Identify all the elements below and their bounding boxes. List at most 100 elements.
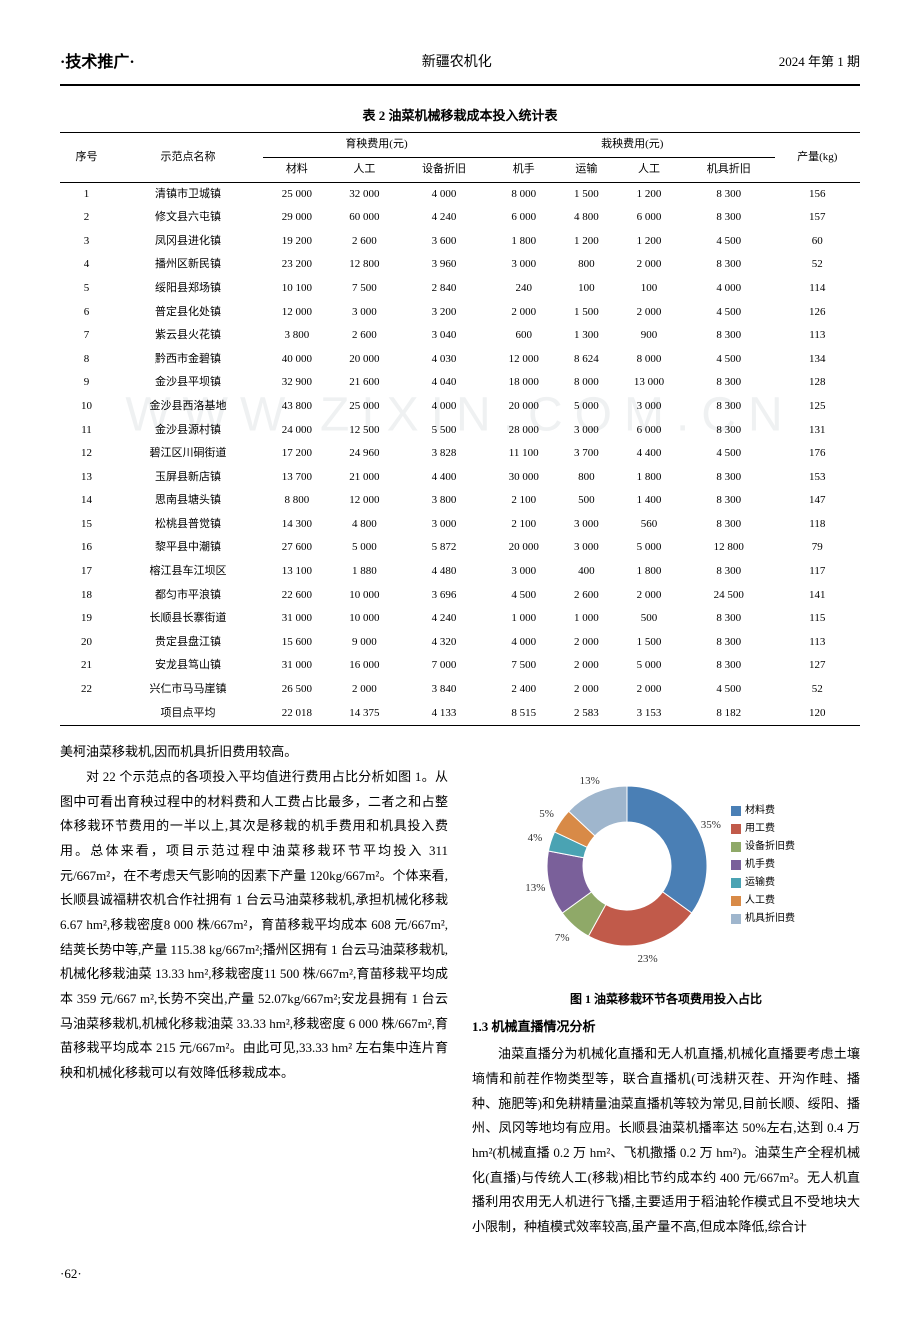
table-cell: 8 515 [490,702,558,726]
section-tag: ·技术推广· [60,50,135,76]
table-row: 18都匀市平浪镇22 60010 0003 6964 5002 6002 000… [60,584,860,608]
table-cell: 5 500 [398,419,490,443]
legend-label: 材料费 [745,803,775,819]
table-cell: 7 500 [490,654,558,678]
legend-item: 用工费 [731,821,795,837]
table-cell: 4 000 [398,395,490,419]
table-cell: 4 [60,253,113,277]
table-cell: 24 960 [331,442,399,466]
table-cell: 6 000 [615,206,683,230]
table-cell: 安龙县笃山镇 [113,654,263,678]
table-cell: 1 500 [557,301,615,325]
table-cell: 20 000 [331,348,399,372]
table-cell: 118 [775,513,860,537]
table-cell: 3 000 [398,513,490,537]
table-cell: 播州区新民镇 [113,253,263,277]
table-row: 3凤冈县进化镇19 2002 6003 6001 8001 2001 2004 … [60,230,860,254]
table-cell: 12 000 [490,348,558,372]
table-cell: 1 800 [490,230,558,254]
table-cell: 11 [60,419,113,443]
table-row: 1清镇市卫城镇25 00032 0004 0008 0001 5001 2008… [60,182,860,206]
col-yield: 产量(kg) [775,133,860,182]
table-avg-row: 项目点平均22 01814 3754 1338 5152 5833 1538 1… [60,702,860,726]
sub-labor-trans: 人工 [615,157,683,182]
table-cell: 10 000 [331,607,399,631]
table-cell: 1 800 [615,466,683,490]
legend-label: 运输费 [745,875,775,891]
table-cell: 21 600 [331,371,399,395]
table-cell: 10 000 [331,584,399,608]
table-row: 21安龙县笃山镇31 00016 0007 0007 5002 0005 000… [60,654,860,678]
col-transplant: 栽秧费用(元) [490,133,775,158]
table-cell: 2 000 [557,678,615,702]
table-cell: 30 000 [490,466,558,490]
table-cell: 1 000 [557,607,615,631]
table-cell: 500 [557,489,615,513]
sub-tool-dep: 机具折旧 [683,157,775,182]
table-cell: 14 375 [331,702,399,726]
table-cell: 金沙县平坝镇 [113,371,263,395]
table-cell: 碧江区川硐街道 [113,442,263,466]
table-cell: 3 200 [398,301,490,325]
table-cell: 23 200 [263,253,331,277]
table-cell: 14 [60,489,113,513]
sub-transport: 运输 [557,157,615,182]
table-row: 6普定县化处镇12 0003 0003 2002 0001 5002 0004 … [60,301,860,325]
legend-item: 运输费 [731,875,795,891]
table-cell: 8 300 [683,607,775,631]
table-cell: 4 400 [398,466,490,490]
table-row: 5绥阳县郑场镇10 1007 5002 8402401001004 000114 [60,277,860,301]
table-row: 13玉屏县新店镇13 70021 0004 40030 0008001 8008… [60,466,860,490]
table-row: 16黎平县中潮镇27 6005 0005 87220 0003 0005 000… [60,536,860,560]
table-cell: 31 000 [263,607,331,631]
table-cell: 4 000 [490,631,558,655]
table-cell: 修文县六屯镇 [113,206,263,230]
table-cell: 10 100 [263,277,331,301]
col-seq: 序号 [60,133,113,182]
table-cell: 27 600 [263,536,331,560]
table-cell: 3 000 [490,560,558,584]
table-cell: 4 030 [398,348,490,372]
table-cell: 4 500 [683,230,775,254]
table-row: 17榕江县车江坝区13 1001 8804 4803 0004001 8008 … [60,560,860,584]
table-cell: 2 000 [615,253,683,277]
table-cell: 3 700 [557,442,615,466]
table-row: 12碧江区川硐街道17 20024 9603 82811 1003 7004 4… [60,442,860,466]
table-cell: 1 400 [615,489,683,513]
table-cell: 117 [775,560,860,584]
table-cell: 17 200 [263,442,331,466]
table-cell: 600 [490,324,558,348]
table-cell: 8 300 [683,206,775,230]
chart-legend: 材料费用工费设备折旧费机手费运输费人工费机具折旧费 [731,803,795,929]
table-cell: 黎平县中潮镇 [113,536,263,560]
table-cell: 黔西市金碧镇 [113,348,263,372]
col-seedling: 育秧费用(元) [263,133,490,158]
table-cell: 8 624 [557,348,615,372]
table-cell: 12 [60,442,113,466]
legend-swatch [731,914,741,924]
table-cell: 3 828 [398,442,490,466]
table-cell: 2 [60,206,113,230]
table-cell: 8 182 [683,702,775,726]
donut-pct-label: 4% [528,830,543,848]
table-cell: 4 500 [683,348,775,372]
table-cell: 40 000 [263,348,331,372]
table-cell: 5 [60,277,113,301]
table-cell: 13 000 [615,371,683,395]
table-cell: 3 000 [615,395,683,419]
table-cell: 3 696 [398,584,490,608]
table-cell: 8 300 [683,631,775,655]
table-cell: 1 500 [615,631,683,655]
table-cell: 8 300 [683,466,775,490]
table-cell: 5 000 [331,536,399,560]
table-cell: 兴仁市马马崖镇 [113,678,263,702]
table-cell: 5 000 [615,654,683,678]
table-cell [60,702,113,726]
table-cell: 项目点平均 [113,702,263,726]
table-row: 15松桃县普觉镇14 3004 8003 0002 1003 0005608 3… [60,513,860,537]
table-cell: 8 300 [683,182,775,206]
legend-label: 设备折旧费 [745,839,795,855]
table-cell: 3 800 [263,324,331,348]
page-header: ·技术推广· 新疆农机化 2024 年第 1 期 [60,50,860,86]
table-row: 10金沙县西洛基地43 80025 0004 00020 0005 0003 0… [60,395,860,419]
